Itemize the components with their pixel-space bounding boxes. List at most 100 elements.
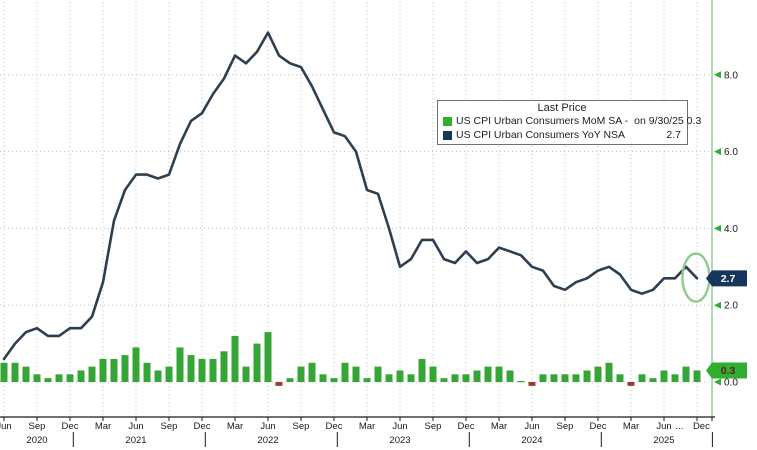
y-tick-arrow-icon	[714, 148, 721, 156]
mom-bar	[484, 366, 492, 382]
x-tick-label: Mar	[227, 421, 243, 432]
mom-bar	[143, 362, 151, 382]
y-tick-label: 4.0	[724, 224, 738, 235]
x-tick-label: Dec	[62, 421, 79, 432]
yoy-series-swatch-icon	[443, 130, 452, 140]
mom-bar	[121, 355, 129, 382]
mom-price-badge: 0.3	[706, 362, 747, 379]
x-tick-label: Sep	[29, 421, 46, 432]
mom-bar	[319, 374, 327, 382]
mom-bar	[363, 378, 371, 382]
mom-bar	[539, 374, 547, 382]
mom-bar	[242, 366, 250, 382]
x-tick-label: Dec	[693, 421, 710, 432]
badge-value: 0.3	[721, 365, 736, 377]
mom-bar	[99, 358, 107, 382]
y-tick-arrow-icon	[714, 224, 721, 232]
y-tick-label: 6.0	[724, 147, 738, 158]
mom-bar	[165, 366, 173, 382]
mom-bar	[385, 374, 393, 382]
x-tick-label: ...	[675, 421, 683, 432]
mom-bar	[583, 370, 591, 382]
mom-bar	[44, 378, 52, 382]
mom-bar-zero	[517, 381, 525, 383]
x-axis: Jun Sep Dec Mar Jun Sep Dec Mar Jun Sep Dec Mar Jun S…	[0, 416, 715, 447]
legend-label-yoy: US CPI Urban Consumers YoY NSA	[456, 128, 626, 141]
x-tick-label: Sep	[293, 421, 310, 432]
y-tick-label: 8.0	[724, 70, 738, 81]
mom-bar	[286, 378, 294, 382]
mom-bar	[374, 366, 382, 382]
mom-bar	[66, 374, 74, 382]
y-tick-label: 2.0	[724, 301, 738, 312]
x-tick-label: Dec	[458, 421, 475, 432]
legend-row-mom: US CPI Urban Consumers MoM SA - on 9/30/…	[443, 115, 701, 129]
mom-bar	[253, 343, 261, 382]
mom-bar	[572, 374, 580, 382]
mom-bar	[264, 332, 272, 382]
x-tick-label: Mar	[95, 421, 111, 432]
x-tick-label: Sep	[161, 421, 178, 432]
mom-bar	[495, 366, 503, 382]
mom-bar	[429, 366, 437, 382]
mom-bar	[132, 347, 140, 382]
mom-bar	[88, 366, 96, 382]
legend-title: Last Price	[537, 102, 587, 114]
mom-bar	[605, 362, 613, 382]
mom-bar	[209, 358, 217, 382]
mom-bar-negative	[627, 382, 635, 386]
mom-bar	[594, 366, 602, 382]
mom-bar	[418, 358, 426, 382]
mom-bar	[187, 355, 195, 382]
mom-bar	[506, 370, 514, 382]
y-tick-arrow-icon	[714, 301, 721, 309]
year-label: 2025	[653, 435, 674, 446]
x-tick-label: Jun	[260, 421, 275, 432]
x-tick-label: Mar	[491, 421, 507, 432]
mom-bar	[176, 347, 184, 382]
mom-bar	[660, 370, 668, 382]
year-label: 2020	[26, 435, 47, 446]
x-tick-label: Jun	[128, 421, 143, 432]
x-tick-label: Mar	[623, 421, 639, 432]
x-tick-label: Mar	[359, 421, 375, 432]
yoy-price-badge: 2.7	[706, 270, 747, 287]
x-tick-label: Sep	[557, 421, 574, 432]
year-label: 2021	[125, 435, 146, 446]
badge-value: 2.7	[721, 273, 736, 285]
x-tick-label: Dec	[194, 421, 211, 432]
mom-bar	[451, 374, 459, 382]
mom-bar	[682, 366, 690, 382]
mom-bar	[330, 378, 338, 382]
y-tick-label: 0.0	[724, 378, 738, 389]
year-label: 2023	[389, 435, 410, 446]
mom-bar	[308, 362, 316, 382]
mom-bar	[550, 374, 558, 382]
mom-bar	[671, 374, 679, 382]
mom-bar	[473, 370, 481, 382]
legend-value-yoy: 2.7	[666, 128, 681, 141]
mom-bar	[198, 358, 206, 382]
mom-bar-negative	[275, 382, 283, 386]
mom-bar	[11, 362, 19, 382]
mom-bar	[440, 378, 448, 382]
mom-bar	[616, 374, 624, 382]
y-tick-arrow-icon	[714, 71, 721, 79]
mom-bar	[110, 358, 118, 382]
mom-bar-negative	[528, 382, 536, 386]
mom-bar	[231, 335, 239, 382]
x-tick-label: Dec	[326, 421, 343, 432]
gridlines	[0, 2, 712, 417]
mom-bar	[352, 366, 360, 382]
x-tick-label: Jun	[392, 421, 407, 432]
mom-bar	[407, 374, 415, 382]
mom-bar	[55, 374, 63, 382]
mom-bar	[396, 370, 404, 382]
mom-bars	[0, 332, 701, 386]
y-axis-right: 8.0 6.0 4.0 2.0 0.0	[711, 0, 738, 417]
mom-bar	[693, 370, 701, 382]
mom-bar	[0, 362, 8, 382]
mom-bar	[638, 374, 646, 382]
